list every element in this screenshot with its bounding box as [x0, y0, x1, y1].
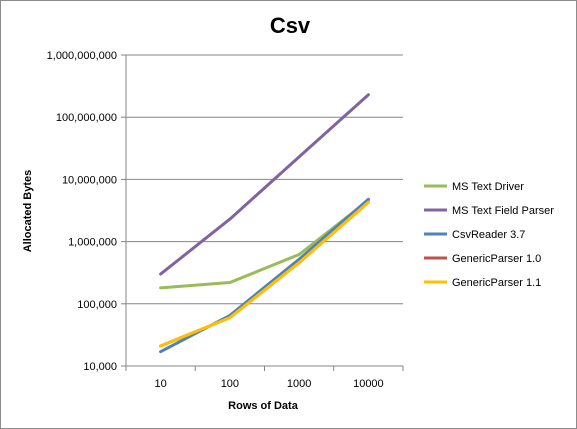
legend-label: MS Text Field Parser: [452, 205, 554, 217]
y-tick-label: 10,000: [83, 361, 117, 373]
x-axis-ticks: 10 100 1000 10000: [125, 366, 404, 390]
y-axis-ticks: 10,000 100,000 1,000,000 10,000,000 100,000,…: [47, 50, 126, 373]
legend-label: GenericParser 1.1: [452, 277, 541, 289]
y-tick-label: 1,000,000,000: [47, 50, 117, 62]
series-group: [159, 93, 370, 354]
y-tick-label: 10,000,000: [62, 174, 117, 186]
legend: MS Text Driver MS Text Field Parser CsvRea…: [424, 181, 554, 289]
x-tick-label: 10000: [353, 378, 384, 390]
x-axis-label: Rows of Data: [228, 400, 299, 412]
legend-label: GenericParser 1.0: [452, 253, 541, 265]
x-tick-label: 10: [155, 378, 167, 390]
y-tick-label: 100,000,000: [56, 112, 117, 124]
y-axis-label: Allocated Bytes: [22, 170, 34, 253]
gridlines: [126, 54, 403, 305]
series-line: [159, 93, 370, 276]
series-line: [159, 200, 370, 348]
series-line: [159, 198, 370, 290]
x-tick-label: 100: [221, 378, 239, 390]
x-tick-label: 1000: [287, 378, 311, 390]
legend-label: CsvReader 3.7: [452, 229, 525, 241]
y-tick-label: 100,000: [77, 299, 117, 311]
legend-label: MS Text Driver: [452, 181, 524, 193]
series-line: [159, 197, 370, 354]
y-tick-label: 1,000,000: [68, 237, 117, 249]
chart-title: Csv: [270, 13, 311, 38]
